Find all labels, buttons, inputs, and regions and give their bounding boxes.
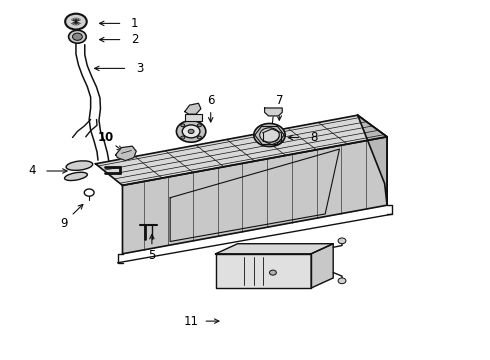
Circle shape bbox=[260, 128, 284, 146]
Text: 1: 1 bbox=[131, 17, 139, 30]
Polygon shape bbox=[216, 244, 333, 254]
Text: 11: 11 bbox=[184, 315, 198, 328]
Circle shape bbox=[73, 33, 82, 40]
Polygon shape bbox=[116, 146, 136, 161]
Circle shape bbox=[254, 123, 285, 147]
Text: 5: 5 bbox=[148, 249, 156, 262]
Text: 8: 8 bbox=[310, 131, 318, 144]
Polygon shape bbox=[358, 115, 387, 205]
Circle shape bbox=[176, 121, 206, 142]
Ellipse shape bbox=[66, 161, 93, 170]
Circle shape bbox=[65, 14, 87, 30]
Circle shape bbox=[197, 124, 201, 127]
Ellipse shape bbox=[65, 172, 87, 180]
Text: 10: 10 bbox=[97, 131, 114, 144]
Circle shape bbox=[181, 124, 185, 127]
Text: 4: 4 bbox=[28, 165, 36, 177]
Circle shape bbox=[197, 136, 201, 139]
Circle shape bbox=[265, 132, 279, 142]
Text: 7: 7 bbox=[275, 94, 283, 107]
Circle shape bbox=[181, 136, 185, 139]
Text: 3: 3 bbox=[136, 62, 144, 75]
Circle shape bbox=[338, 238, 346, 244]
Circle shape bbox=[69, 30, 86, 43]
Text: 6: 6 bbox=[207, 94, 215, 107]
Polygon shape bbox=[311, 244, 333, 288]
Text: 9: 9 bbox=[60, 217, 68, 230]
Polygon shape bbox=[122, 137, 387, 254]
Polygon shape bbox=[265, 108, 282, 116]
Circle shape bbox=[270, 270, 276, 275]
Polygon shape bbox=[185, 103, 201, 114]
Circle shape bbox=[338, 278, 346, 284]
Circle shape bbox=[188, 129, 194, 134]
Circle shape bbox=[182, 125, 200, 138]
FancyBboxPatch shape bbox=[185, 114, 202, 121]
Polygon shape bbox=[96, 115, 387, 185]
Text: 2: 2 bbox=[131, 33, 139, 46]
Circle shape bbox=[260, 128, 279, 142]
Polygon shape bbox=[216, 254, 311, 288]
